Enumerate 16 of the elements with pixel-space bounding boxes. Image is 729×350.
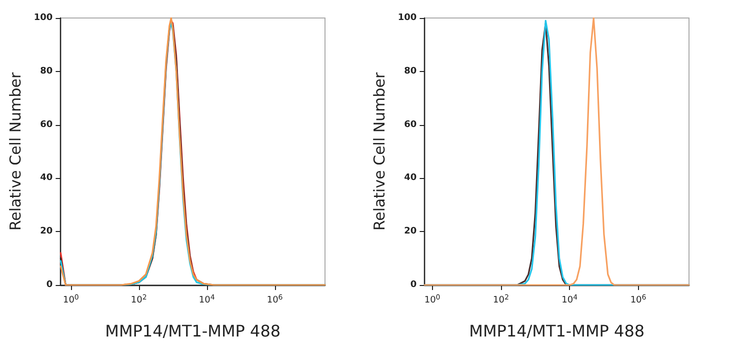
x-axis-title: MMP14/MT1-MMP 488 <box>105 322 281 340</box>
y-tick-label: 40 <box>40 173 53 184</box>
y-tick-label: 80 <box>404 66 417 76</box>
x-axis-title: MMP14/MT1-MMP 488 <box>469 322 645 340</box>
y-axis-title: Relative Cell Number <box>370 72 388 231</box>
y-tick-label: 20 <box>404 226 417 237</box>
y-tick-label: 20 <box>40 226 53 237</box>
y-tick-label: 100 <box>34 13 53 23</box>
y-tick-label: 40 <box>404 173 417 184</box>
y-tick-label: 0 <box>410 280 417 290</box>
y-axis-title: Relative Cell Number <box>6 72 24 231</box>
y-tick-label: 80 <box>40 66 53 76</box>
y-tick-label: 60 <box>404 120 417 130</box>
y-tick-label: 100 <box>398 13 417 23</box>
y-tick-label: 0 <box>46 280 53 290</box>
y-tick-label: 60 <box>40 120 53 130</box>
